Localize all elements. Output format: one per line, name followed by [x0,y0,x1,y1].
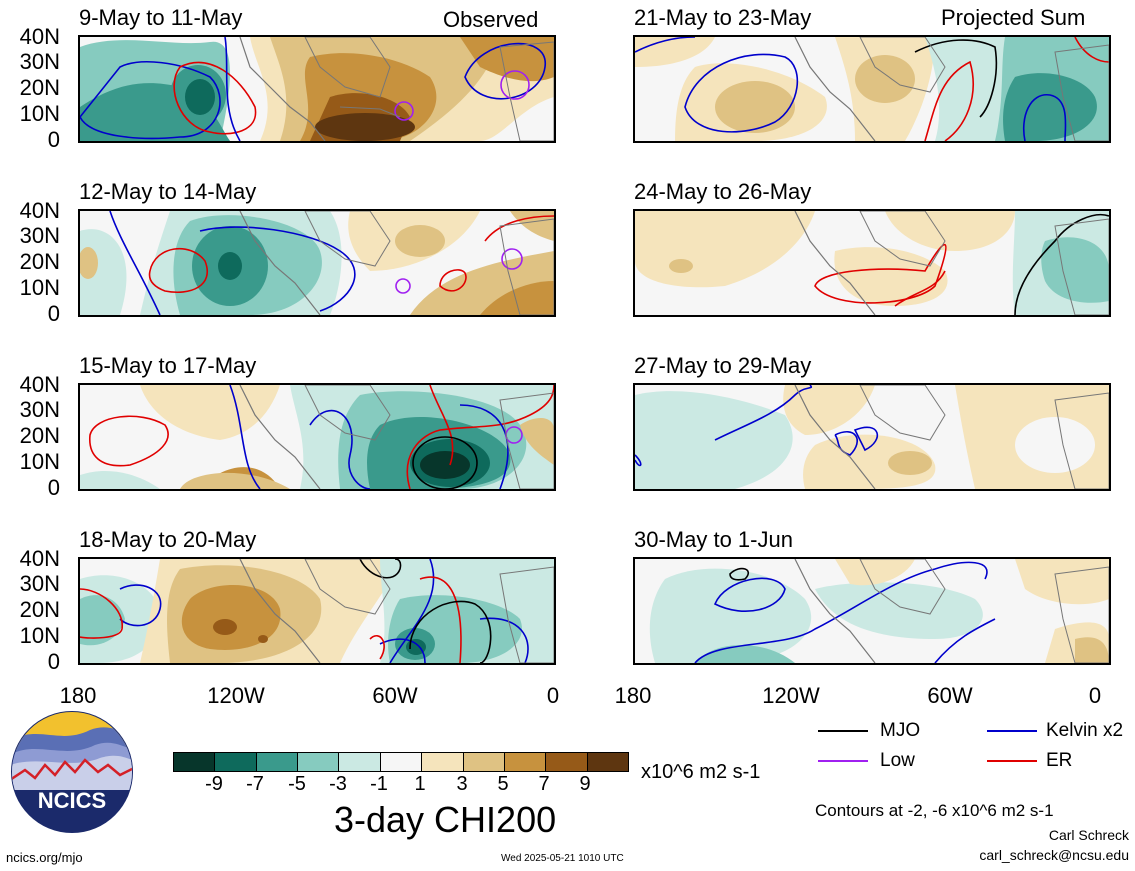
lat-label: 0 [47,649,60,674]
lon-label: 120W [762,683,820,708]
map-panel-projected-2 [633,209,1111,317]
colorbar-swatch [422,753,464,771]
colorbar-swatch [463,753,505,771]
colorbar-tick-label: 3 [456,773,468,795]
lon-label: 0 [1088,683,1102,708]
map-panel-projected-3 [633,383,1111,491]
panel-title: 24-May to 26-May [634,179,812,204]
map-panel-observed-3 [78,383,556,491]
site-link[interactable]: ncics.org/mjo [6,850,83,865]
legend-label-mjo: MJO [880,720,921,741]
lat-label: 40N [19,198,60,223]
colorbar-tick-label: -1 [370,773,388,795]
colorbar-tick-label: 1 [414,773,426,795]
ncics-logo: NCICS [10,710,134,834]
lat-label: 40N [19,372,60,397]
lon-label: 180 [614,683,652,708]
panel-title: 12-May to 14-May [79,179,257,204]
lat-label: 30N [19,223,60,248]
colorbar-swatch [546,753,588,771]
lat-label: 20N [19,423,60,448]
figure-title: 3-day CHI200 [334,799,557,840]
author-email[interactable]: carl_schreck@ncsu.edu [979,847,1129,863]
observed-label: Observed [443,7,539,32]
lat-label: 20N [19,249,60,274]
colorbar [173,752,629,772]
lon-label: 120W [207,683,265,708]
lat-label: 10N [19,275,60,300]
timestamp: Wed 2025-05-21 1010 UTC [501,853,624,864]
logo-text: NCICS [38,788,106,813]
lat-label: 10N [19,623,60,648]
legend-line-er [987,760,1037,762]
legend-line-low [818,760,868,762]
colorbar-swatch [339,753,381,771]
lat-label: 0 [47,127,60,152]
lat-label: 30N [19,397,60,422]
map-panel-projected-1 [633,35,1111,143]
colorbar-swatch [380,753,423,771]
map-panel-observed-1 [78,35,556,143]
colorbar-swatch [298,753,340,771]
colorbar-swatch [587,753,628,771]
lat-label: 40N [19,546,60,571]
panel-title: 21-May to 23-May [634,5,812,30]
colorbar-tick-label: -9 [205,773,223,795]
colorbar-swatch [174,753,216,771]
colorbar-tick-label: 5 [497,773,509,795]
panel-title: 15-May to 17-May [79,353,257,378]
lat-label: 0 [47,475,60,500]
author-name: Carl Schreck [1048,827,1129,843]
map-panel-observed-4 [78,557,556,665]
lon-label: 180 [59,683,97,708]
panel-title: 30-May to 1-Jun [634,527,793,552]
contours-note: Contours at -2, -6 x10^6 m2 s-1 [815,801,1054,820]
lon-label: 60W [372,683,418,708]
colorbar-tick-label: 9 [579,773,591,795]
lon-label: 0 [546,683,560,708]
lat-label: 20N [19,597,60,622]
panel-title: 18-May to 20-May [79,527,257,552]
colorbar-tick-label: -3 [329,773,347,795]
legend-label-er: ER [1046,750,1073,771]
projected-sum-label: Projected Sum [941,5,1086,30]
lat-label: 0 [47,301,60,326]
lon-label: 60W [927,683,973,708]
map-panel-observed-2 [78,209,556,317]
lat-label: 10N [19,449,60,474]
legend-line-mjo [818,730,868,732]
colorbar-swatch [504,753,547,771]
colorbar-swatch [215,753,257,771]
colorbar-swatch [256,753,299,771]
colorbar-tick-label: -7 [246,773,264,795]
panel-title: 9-May to 11-May [79,5,243,30]
panel-title: 27-May to 29-May [634,353,812,378]
lat-label: 20N [19,75,60,100]
legend-line-kelvin [987,730,1037,732]
colorbar-tick-label: 7 [538,773,550,795]
lat-label: 40N [19,24,60,49]
colorbar-tick-label: -5 [288,773,306,795]
lat-label: 10N [19,101,60,126]
colorbar-units: x10^6 m2 s-1 [641,761,761,783]
lat-label: 30N [19,49,60,74]
lat-label: 30N [19,571,60,596]
legend-label-low: Low [880,750,915,771]
legend-label-kelvin: Kelvin x2 [1046,720,1124,741]
map-panel-projected-4 [633,557,1111,665]
